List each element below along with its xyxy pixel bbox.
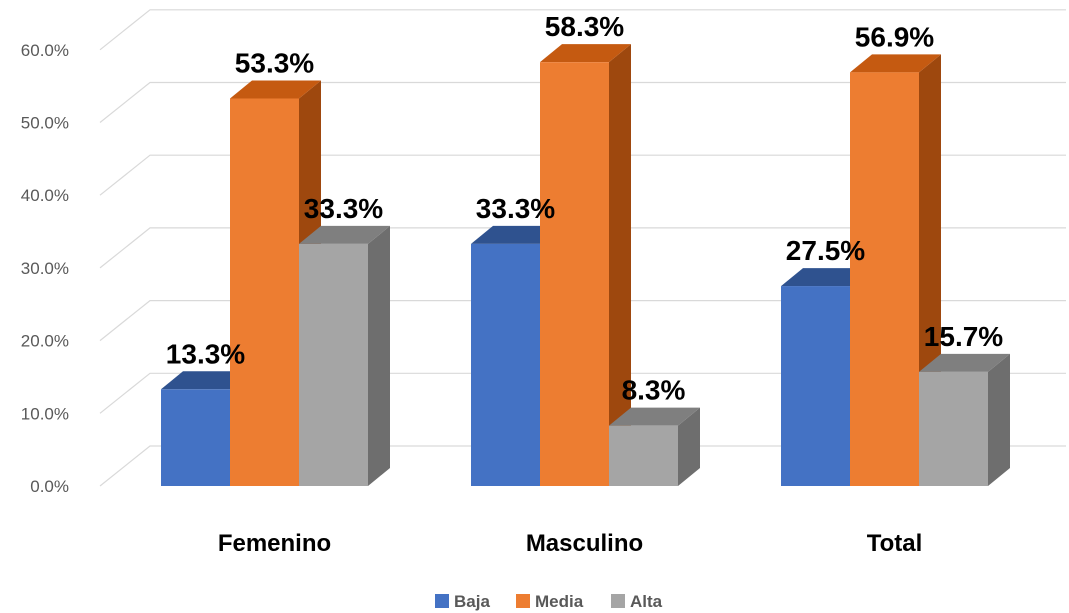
category-label: Masculino	[526, 530, 643, 557]
category-labels: Femenino Masculino Total	[218, 530, 922, 557]
data-labels: 13.3% 53.3% 33.3% 33.3% 58.3% 8.3% 27.5% 56.9% 1…	[166, 11, 1003, 406]
data-label: 15.7%	[924, 321, 1003, 352]
gridline	[99, 372, 1066, 414]
gridline	[99, 227, 1066, 269]
y-tick-label: 50.0%	[21, 114, 69, 133]
bar-alta-masculino	[609, 407, 700, 486]
bars	[161, 44, 1010, 487]
gridline	[99, 300, 1066, 342]
legend-label: Baja	[454, 592, 490, 611]
data-label: 33.3%	[304, 193, 383, 224]
y-tick-label: 30.0%	[21, 259, 69, 278]
legend-swatch	[611, 594, 625, 608]
data-label: 13.3%	[166, 338, 245, 369]
y-tick-label: 0.0%	[30, 477, 69, 496]
data-label: 58.3%	[545, 11, 624, 42]
gridline	[99, 445, 1066, 487]
legend: Baja Media Alta	[435, 592, 663, 611]
data-label: 33.3%	[476, 193, 555, 224]
data-label: 8.3%	[622, 375, 686, 406]
bar-alta-total	[919, 353, 1010, 486]
y-axis-ticks: 0.0% 10.0% 20.0% 30.0% 40.0% 50.0% 60.0%	[21, 41, 69, 496]
gridline	[99, 9, 1066, 51]
y-tick-label: 60.0%	[21, 41, 69, 60]
data-label: 53.3%	[235, 48, 314, 79]
legend-label: Alta	[630, 592, 663, 611]
y-tick-label: 40.0%	[21, 186, 69, 205]
gridlines	[99, 9, 1066, 487]
gridline	[99, 81, 1066, 123]
legend-swatch	[435, 594, 449, 608]
gridline	[99, 154, 1066, 196]
legend-item-alta: Alta	[611, 592, 663, 611]
legend-item-media: Media	[516, 592, 584, 611]
bar-alta-femenino	[299, 225, 390, 486]
category-label: Femenino	[218, 530, 331, 557]
y-tick-label: 20.0%	[21, 332, 69, 351]
y-tick-label: 10.0%	[21, 404, 69, 423]
legend-swatch	[516, 594, 530, 608]
data-label: 56.9%	[855, 21, 934, 52]
legend-label: Media	[535, 592, 584, 611]
bar-media-masculino	[540, 44, 631, 487]
data-label: 27.5%	[786, 235, 865, 266]
category-label: Total	[867, 530, 923, 557]
legend-item-baja: Baja	[435, 592, 490, 611]
